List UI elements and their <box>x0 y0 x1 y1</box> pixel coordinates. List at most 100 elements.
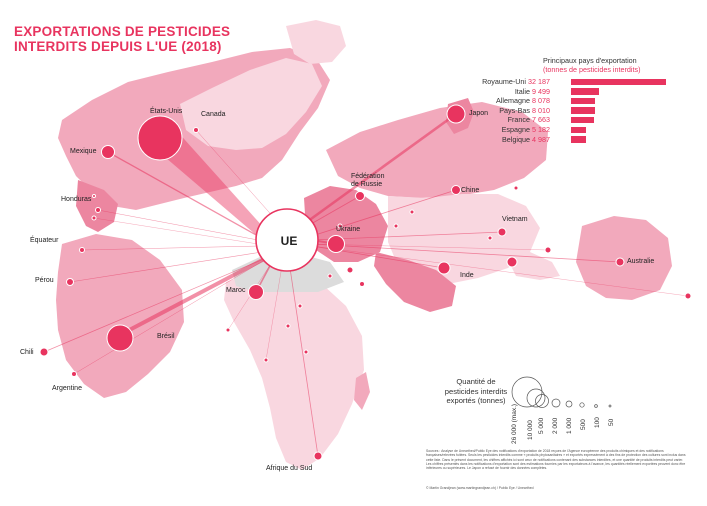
bubble-russie <box>355 191 365 201</box>
bubble-chili <box>39 347 49 357</box>
legend-label-100: 100 <box>594 417 601 428</box>
label-canada: Canada <box>201 111 226 118</box>
legend-circle-2000 <box>551 398 561 408</box>
exporters-panel-subtitle: (tonnes de pesticides interdits) <box>543 65 641 74</box>
bar-label: Royaume-Uni 32 187 <box>482 77 550 87</box>
destination-bubbles <box>39 104 692 461</box>
ue-hub-label: UE <box>280 234 298 248</box>
exporters-bar-chart: Royaume-Uni 32 187 Italie 9 499 Allemagne … <box>480 77 700 144</box>
legend-circle-1000 <box>565 400 573 408</box>
flow-australie <box>311 243 621 263</box>
bubble-bresil <box>106 324 134 352</box>
legend-title-line-3: exportés (tonnes) <box>446 396 506 405</box>
legend-circle-10000 <box>526 388 546 408</box>
bubble-small-4 <box>91 215 97 221</box>
bar-row: Italie 9 499 <box>480 87 700 97</box>
landmass-south-asia <box>374 252 456 312</box>
bar-label: France 7 663 <box>508 115 550 125</box>
flow-etats-unis <box>152 130 264 240</box>
label-chine: Chine <box>461 187 480 194</box>
label-etats-unis: États-Unis <box>150 108 183 115</box>
bubble-chine <box>451 185 461 195</box>
label-bresil: Brésil <box>157 333 175 340</box>
exporters-panel-title: Principaux pays d'exportation (tonnes de… <box>543 56 640 74</box>
bubble-small-10 <box>393 223 399 229</box>
bubble-mexique <box>101 145 115 159</box>
bar-category-label: Italie <box>514 86 530 96</box>
landmass-madagascar <box>354 372 370 410</box>
label-perou: Pérou <box>35 277 54 284</box>
bar-category-label: Pays-Bas <box>499 105 530 115</box>
bar-value-label: 7 663 <box>532 115 550 125</box>
legend-label-2000: 2 000 <box>552 417 559 434</box>
bar-value-label: 8 078 <box>532 96 550 106</box>
flow-afrique-du-sud <box>289 267 319 457</box>
bubble-small-3 <box>506 256 518 268</box>
bubble-small-1 <box>684 292 692 300</box>
flow-extra-5 <box>265 265 283 361</box>
bubble-small-14 <box>285 323 291 329</box>
bar-row: Espagne 5 182 <box>480 125 700 135</box>
legend-label-500: 500 <box>580 419 587 430</box>
exporters-panel-heading: Principaux pays d'exportation <box>543 56 637 65</box>
bubble-small-17 <box>487 235 493 241</box>
bar-mark <box>571 78 666 86</box>
bar-category-label: Royaume-Uni <box>482 77 527 86</box>
label-afrique-du-sud: Afrique du Sud <box>266 465 313 472</box>
export-flows <box>43 112 689 457</box>
bubble-small-12 <box>337 223 343 229</box>
label-japon: Japon <box>469 110 489 117</box>
bar-mark <box>571 107 595 114</box>
bar-row: France 7 663 <box>480 115 700 125</box>
bubble-small-13 <box>297 303 303 309</box>
bubble-small-16 <box>92 194 96 198</box>
size-legend-circles <box>511 376 612 408</box>
bubble-small-9 <box>327 273 333 279</box>
label-russie-2: de Russie <box>351 181 383 188</box>
ue-hub <box>255 208 319 272</box>
label-inde: Inde <box>460 272 474 279</box>
bar-mark <box>571 136 586 143</box>
legend-label-50: 50 <box>608 418 615 426</box>
legend-circle-26000 <box>511 376 543 408</box>
flow-vietnam <box>311 231 503 241</box>
bubble-inde <box>437 261 451 275</box>
bar-label: Pays-Bas 8 010 <box>499 106 550 116</box>
title-line-1: Exportations de pesticides <box>14 24 231 39</box>
legend-title-line-2: pesticides interdits <box>444 386 508 396</box>
bar-value-label: 8 010 <box>532 105 550 115</box>
legend-label-26000: 26 000 (max.) <box>511 403 518 444</box>
label-australie: Australie <box>627 258 655 265</box>
size-legend-title: Quantité de pesticides interdits exporté… <box>426 377 526 406</box>
legend-label-1000: 1 000 <box>566 417 573 434</box>
legend-circle-100 <box>594 404 598 408</box>
label-ukraine: Ukraine <box>336 226 361 233</box>
credit-line: © Martin Grandjean (www.martingrandjean.… <box>426 486 534 490</box>
landmass-asia <box>388 194 540 284</box>
bar-label: Belgique 4 987 <box>502 135 550 145</box>
bubble-canada <box>193 127 199 133</box>
sources-note: Sources : Analyse de Unearthed/Public Ey… <box>426 449 686 471</box>
legend-label-10000: 10 000 <box>527 420 534 440</box>
bar-category-label: Allemagne <box>496 96 530 106</box>
bar-mark <box>571 116 594 124</box>
bubble-vietnam <box>497 227 507 237</box>
bubble-argentine <box>71 371 77 377</box>
label-chili: Chili <box>20 349 34 356</box>
legend-circle-5000 <box>535 394 549 408</box>
landmass-greenland <box>286 20 346 64</box>
bubble-australie <box>615 257 625 267</box>
landmass-south-america <box>56 234 184 398</box>
bubble-etats-unis <box>137 115 183 161</box>
legend-title-line-1: Quantité de <box>456 377 496 386</box>
label-vietnam: Vietnam <box>502 216 528 223</box>
bubble-ukraine <box>327 235 345 253</box>
title-line-2: interdits depuis l'UE (2018) <box>14 39 222 54</box>
landmass-africa <box>224 270 364 470</box>
bubble-small-15 <box>303 349 309 355</box>
bubble-small-2 <box>544 246 552 254</box>
landmass-central-america <box>76 180 118 232</box>
bubble-small-7 <box>346 266 354 274</box>
